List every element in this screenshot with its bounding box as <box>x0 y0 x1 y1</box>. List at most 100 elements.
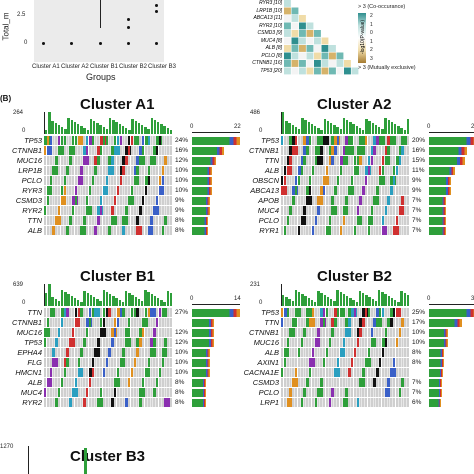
mutation-cell <box>142 136 145 145</box>
heatmap-cell <box>299 52 306 60</box>
gene-frequency-bar <box>192 369 210 377</box>
mutation-row <box>44 136 172 145</box>
mutation-cell <box>295 176 298 185</box>
mutation-cell <box>395 216 399 225</box>
mutation-cell <box>128 136 131 145</box>
tmb-bar <box>397 126 400 134</box>
tmb-bar <box>384 118 387 134</box>
gene-frequency-bar <box>192 389 206 397</box>
mutation-cell <box>353 156 357 165</box>
tmb-bar <box>80 302 83 306</box>
mutation-cell <box>52 358 58 367</box>
mutation-percent: 9% <box>412 187 422 194</box>
mutation-cell <box>359 328 362 337</box>
x-tick-b1: Cluster B1 <box>90 64 119 70</box>
gene-label: RYR2 <box>22 398 42 407</box>
tmb-zero: 0 <box>22 300 26 306</box>
mutation-cell <box>97 146 100 155</box>
gene-label: PCLO <box>258 388 279 397</box>
mutation-cell <box>116 318 120 327</box>
tmb-max: 231 <box>250 282 261 288</box>
tmb-max: 264 <box>13 110 24 116</box>
mutation-cell <box>125 338 131 347</box>
mutation-row <box>281 196 409 205</box>
mutation-percent: 7% <box>412 197 422 204</box>
mutation-cell <box>102 368 106 377</box>
heatmap-legend-bar <box>358 13 366 63</box>
mutation-cell <box>300 216 307 225</box>
mutation-cell <box>122 216 128 225</box>
mutation-cell <box>100 388 103 397</box>
mutation-cell <box>44 146 47 155</box>
mutation-cell <box>136 348 139 357</box>
mutation-cell <box>142 318 148 327</box>
gene-frequency-bar <box>429 187 451 195</box>
mutation-cell <box>58 388 61 397</box>
mutation-cell <box>373 146 376 155</box>
tmb-bar <box>131 119 134 134</box>
mutation-cell <box>130 308 134 317</box>
tmb-bar <box>346 120 349 134</box>
mutation-percent: 7% <box>412 379 422 386</box>
mutation-cell <box>52 166 58 175</box>
mutation-cell <box>83 156 89 165</box>
mutation-cell <box>49 136 52 145</box>
mutation-cell <box>139 146 142 155</box>
gene-frequency-bar <box>429 379 442 387</box>
heatmap-cell <box>284 60 291 67</box>
mutation-cell <box>356 398 359 407</box>
mutation-cell <box>46 196 50 205</box>
mutation-cell <box>393 136 396 145</box>
tmb-bar <box>67 294 70 306</box>
cluster-panel: Cluster A1 264 0 TP53 24% CTNNB1 16% MUC16 12% LR… <box>0 96 241 266</box>
mutation-cell <box>164 348 167 357</box>
mutation-cell <box>283 166 287 175</box>
mutation-cell <box>395 308 402 317</box>
gene-label: TP53 <box>261 136 279 145</box>
mutation-cell <box>325 226 332 235</box>
mutation-cell <box>320 186 323 195</box>
mutation-cell <box>303 156 306 165</box>
tmb-bar <box>326 121 330 134</box>
mutation-cell <box>153 206 159 215</box>
mutation-cell <box>94 166 97 175</box>
mutation-cell <box>153 146 156 155</box>
mutation-cell <box>133 358 136 367</box>
heatmap-cell <box>291 30 299 37</box>
mutation-percent: 7% <box>412 389 422 396</box>
tmb-bar <box>368 297 371 306</box>
mutation-cell <box>342 398 349 407</box>
tmb-bar <box>282 295 285 306</box>
mutation-cell <box>44 388 47 397</box>
mutation-cell <box>80 226 86 235</box>
mutation-cell <box>381 226 388 235</box>
heatmap-cell <box>314 30 321 37</box>
tmb-bar <box>390 122 394 134</box>
point-b3 <box>155 42 158 45</box>
tmb-bar <box>365 295 368 306</box>
mutation-cell <box>373 378 376 387</box>
mutation-cell <box>116 186 120 195</box>
mutation-percent: 7% <box>412 227 422 234</box>
mutation-cell <box>161 176 164 185</box>
tmb-bar <box>64 129 67 134</box>
hm-label: CSMD3 [9] <box>257 30 282 36</box>
hm-label: MUC4 [8] <box>260 37 282 44</box>
tmb-bar <box>134 297 137 306</box>
mutation-cell <box>72 146 75 155</box>
boxplot-ylabel: Total_m <box>1 12 11 41</box>
mutation-cell <box>116 136 120 145</box>
outlier-1 <box>155 4 158 7</box>
tmb-bar <box>374 125 378 134</box>
mutation-cell <box>365 136 368 145</box>
gene-label: PCLO <box>21 176 42 185</box>
mutation-cell <box>362 308 368 317</box>
tmb-bar <box>288 123 291 134</box>
mutation-cell <box>297 226 301 235</box>
tmb-barplot <box>281 112 410 134</box>
gene-label: FLG <box>27 358 42 367</box>
gene-label: PCLO <box>258 216 279 225</box>
mutation-cell <box>381 216 385 225</box>
mutation-cell <box>365 308 368 317</box>
boxplot-plot-area <box>34 0 164 62</box>
